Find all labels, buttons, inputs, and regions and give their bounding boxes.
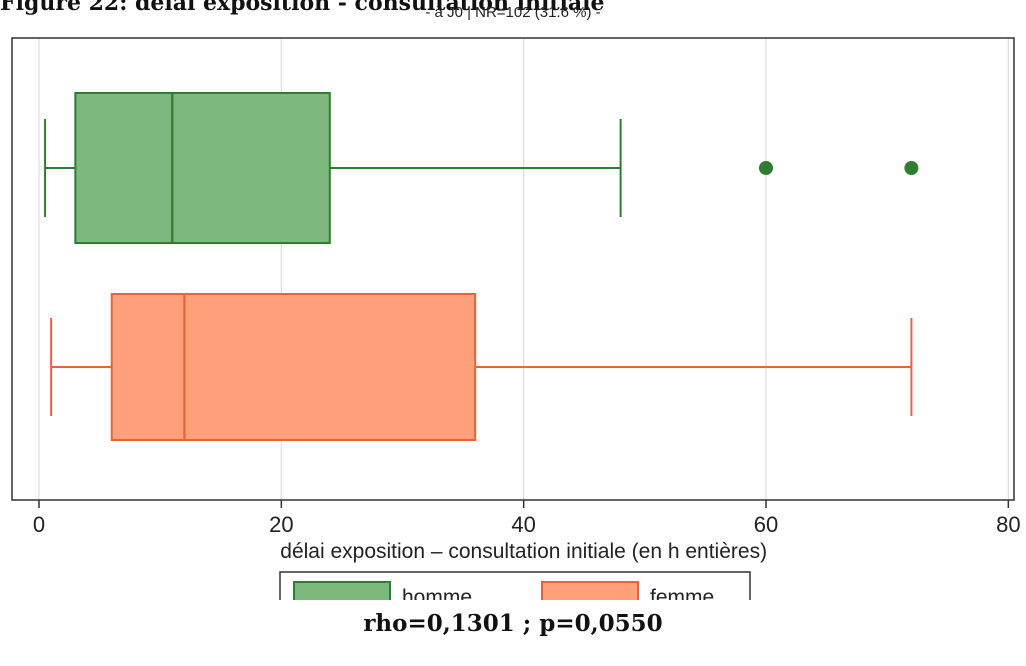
- legend-label-homme: homme: [402, 586, 472, 600]
- legend-swatch-femme: [541, 581, 639, 600]
- chart-subtitle: - à J0 | NR=102 (31.6 %) -: [425, 4, 601, 21]
- x-tick-label-80: 80: [996, 512, 1020, 537]
- boxplot-chart: 0 20 40 60 80 délai exposition – consultation…: [11, 37, 1021, 600]
- figure-title: Figure 22: délai exposition - consultati…: [0, 0, 605, 16]
- box-femme: [110, 293, 477, 441]
- x-tick-label-0: 0: [33, 512, 45, 537]
- x-axis-label: délai exposition – consultation initiale…: [280, 540, 767, 563]
- legend-swatch-homme: [293, 581, 391, 600]
- box-homme: [74, 92, 331, 244]
- outlier-homme-0: [759, 161, 773, 175]
- x-tick-label-60: 60: [754, 512, 778, 537]
- statistics-text: rho=0,1301 ; p=0,0550: [363, 610, 663, 637]
- x-tick-label-40: 40: [511, 512, 535, 537]
- x-tick-label-20: 20: [269, 512, 293, 537]
- outlier-homme-1: [904, 161, 919, 175]
- legend-label-femme: femme: [650, 586, 714, 600]
- plot-frame: [11, 37, 1015, 501]
